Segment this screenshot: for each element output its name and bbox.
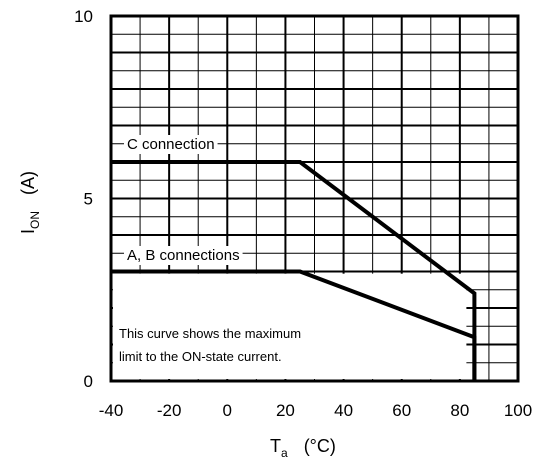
y-axis-label: ION (A) bbox=[18, 171, 42, 234]
y-tick-labels: 0 5 10 bbox=[74, 7, 93, 391]
x-axis-subscript: a bbox=[281, 446, 288, 460]
series-line-ab-connections bbox=[111, 269, 477, 381]
x-tick-label: 40 bbox=[334, 401, 353, 420]
y-tick-label: 5 bbox=[84, 190, 93, 209]
y-axis-unit: (A) bbox=[18, 171, 38, 195]
note-text-line-2: limit to the ON-state current. bbox=[119, 349, 282, 364]
y-tick-label: 10 bbox=[74, 7, 93, 26]
x-tick-label: 20 bbox=[276, 401, 295, 420]
x-tick-label: 0 bbox=[223, 401, 232, 420]
x-tick-labels: -40 -20 0 20 40 60 80 100 bbox=[99, 401, 532, 420]
series-label-background bbox=[124, 246, 243, 265]
series-label-background bbox=[124, 135, 218, 154]
x-tick-label: 60 bbox=[392, 401, 411, 420]
x-tick-label: -40 bbox=[99, 401, 124, 420]
y-tick-label: 0 bbox=[84, 372, 93, 391]
series-curves bbox=[111, 160, 477, 381]
x-tick-label: 80 bbox=[450, 401, 469, 420]
note-box bbox=[113, 273, 467, 379]
note-text-line-1: This curve shows the maximum bbox=[119, 326, 301, 341]
y-axis-symbol: I bbox=[18, 229, 38, 234]
series-label-c-connection: C connection bbox=[127, 136, 215, 153]
x-axis-symbol: T bbox=[270, 436, 281, 456]
series-label-ab-connections: A, B connections bbox=[127, 247, 240, 264]
x-axis-unit: (°C) bbox=[304, 436, 336, 456]
x-tick-label: 100 bbox=[504, 401, 532, 420]
x-axis-label: Ta (°C) bbox=[270, 436, 336, 460]
y-axis-subscript: ON bbox=[28, 211, 42, 229]
plot-frame bbox=[109, 14, 520, 383]
x-tick-label: -20 bbox=[157, 401, 182, 420]
